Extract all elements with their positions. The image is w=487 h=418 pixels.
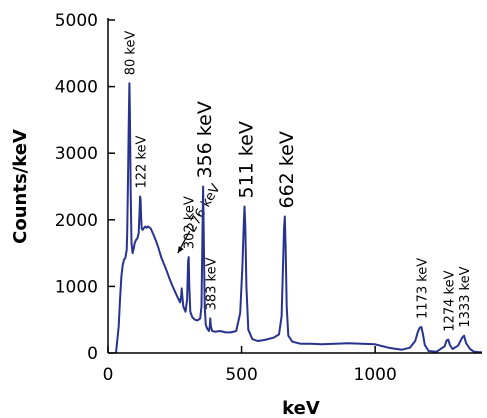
y-tick-label: 4000 — [55, 78, 98, 98]
peak-label: 80 keV — [123, 31, 138, 76]
x-tick-label: 500 — [225, 365, 257, 385]
x-tick-label: 1000 — [354, 365, 397, 385]
y-tick-label: 5000 — [55, 11, 98, 31]
peak-label: 356 keV — [194, 101, 216, 178]
x-axis-label: keV — [282, 398, 320, 418]
y-tick-label: 0 — [87, 344, 98, 364]
y-tick-labels: 0 1000 2000 3000 4000 5000 — [55, 11, 115, 364]
arrow-head-icon — [177, 246, 184, 254]
peak-label: 383 keV — [204, 257, 219, 310]
y-tick-label: 3000 — [55, 144, 98, 164]
peak-label: 302 keV — [183, 196, 198, 249]
peak-label: 1173 keV — [415, 258, 430, 319]
y-axis-label: Counts/keV — [10, 129, 31, 244]
x-tick-label: 0 — [103, 365, 114, 385]
x-tick-labels: 0 500 1000 — [103, 346, 397, 385]
peak-label: 511 keV — [236, 121, 258, 198]
y-tick-label: 2000 — [55, 211, 98, 231]
peak-label: 662 keV — [276, 131, 298, 208]
peak-label: 1333 keV — [458, 266, 473, 327]
spectrum-line — [115, 82, 482, 354]
peak-label: 122 keV — [135, 135, 150, 188]
peak-label: 1274 keV — [442, 270, 457, 331]
y-tick-label: 1000 — [55, 277, 98, 297]
